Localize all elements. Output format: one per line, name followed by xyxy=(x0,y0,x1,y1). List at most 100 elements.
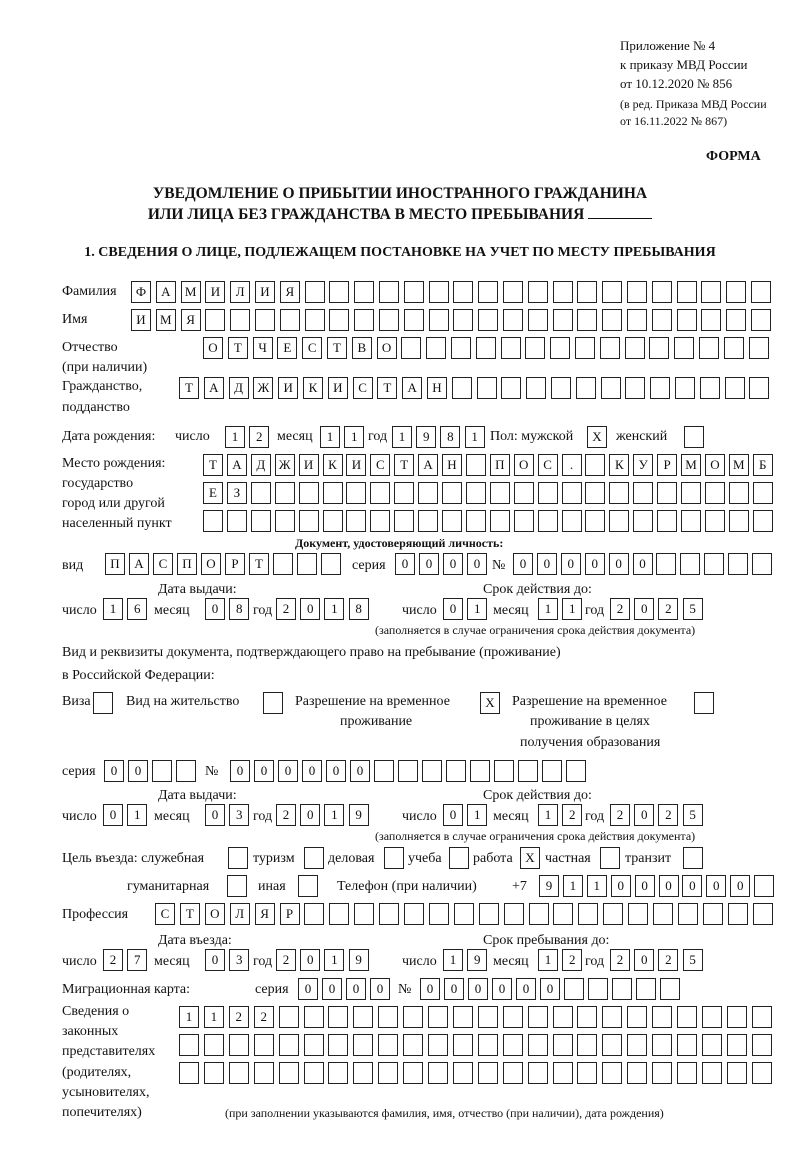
representatives-row2-cell[interactable] xyxy=(602,1034,623,1056)
birth-place-row1-cell[interactable]: И xyxy=(298,454,319,476)
representatives-row1-cell[interactable] xyxy=(353,1006,374,1028)
doc-number-cell[interactable]: 0 xyxy=(608,553,629,575)
citizenship-cell[interactable]: И xyxy=(327,377,348,399)
birth-place-row2-cell[interactable] xyxy=(274,482,295,504)
representatives-row2-cell[interactable] xyxy=(527,1034,548,1056)
surname-cell[interactable] xyxy=(651,281,672,303)
representatives-row2-cell[interactable] xyxy=(677,1034,697,1056)
representatives-row1-cell[interactable] xyxy=(527,1006,548,1028)
doc-number-cell[interactable] xyxy=(680,553,701,575)
entry-day-cell[interactable]: 7 xyxy=(127,949,148,971)
profession-cell[interactable] xyxy=(603,903,624,925)
phone-cell[interactable]: 9 xyxy=(539,875,559,897)
purpose-official-checkbox-cell[interactable] xyxy=(228,847,248,869)
birth-place-row3-cell[interactable] xyxy=(585,510,606,532)
issue-month-cell[interactable]: 0 xyxy=(205,598,225,620)
doc-series-cell[interactable]: 0 xyxy=(395,553,415,575)
migration-series-cell[interactable]: 0 xyxy=(298,978,318,1000)
valid-month-cell[interactable]: 2 xyxy=(562,804,583,826)
patronymic-cell[interactable]: Е xyxy=(277,337,298,359)
issue-day-cell[interactable]: 1 xyxy=(127,804,148,826)
citizenship-cell[interactable]: Н xyxy=(427,377,447,399)
birth-year-cell[interactable]: 9 xyxy=(416,426,437,448)
representatives-row3-cell[interactable] xyxy=(627,1062,648,1084)
stay-doc-number-cell[interactable]: 0 xyxy=(350,760,370,782)
representatives-row1-cell[interactable] xyxy=(726,1006,747,1028)
surname-cell[interactable] xyxy=(676,281,697,303)
surname-cell[interactable] xyxy=(726,281,747,303)
name-cell[interactable] xyxy=(230,309,251,331)
patronymic-cell[interactable] xyxy=(550,337,571,359)
valid-month-cell[interactable]: 1 xyxy=(562,598,583,620)
doc-number-cell[interactable] xyxy=(752,553,772,575)
surname-cell[interactable]: М xyxy=(180,281,201,303)
migration-number-cell[interactable] xyxy=(612,978,632,1000)
surname-cell[interactable] xyxy=(751,281,771,303)
phone-cell[interactable]: 1 xyxy=(586,875,607,897)
representatives-row3-cell[interactable] xyxy=(203,1062,224,1084)
valid-year-cell[interactable]: 2 xyxy=(658,804,679,826)
profession-cell[interactable] xyxy=(677,903,698,925)
representatives-row3-cell[interactable] xyxy=(726,1062,747,1084)
birth-place-row1-cell[interactable]: О xyxy=(513,454,534,476)
stay-year-cell[interactable]: 0 xyxy=(634,949,655,971)
representatives-row2-cell[interactable] xyxy=(378,1034,399,1056)
patronymic-cell[interactable]: В xyxy=(351,337,372,359)
representatives-row1-cell[interactable] xyxy=(502,1006,523,1028)
representatives-row3-cell[interactable] xyxy=(701,1062,722,1084)
issue-month-cell[interactable]: 3 xyxy=(229,804,250,826)
profession-cell[interactable] xyxy=(478,903,499,925)
citizenship-cell[interactable] xyxy=(501,377,522,399)
representatives-row1-cell[interactable] xyxy=(452,1006,473,1028)
birth-place-row3-cell[interactable] xyxy=(203,510,223,532)
representatives-row2-cell[interactable] xyxy=(328,1034,349,1056)
doc-series-cell[interactable]: 0 xyxy=(419,553,439,575)
stay-year-cell[interactable]: 2 xyxy=(658,949,679,971)
surname-cell[interactable]: И xyxy=(205,281,226,303)
issue-year-cell[interactable]: 2 xyxy=(276,598,296,620)
birth-place-row3-cell[interactable] xyxy=(537,510,558,532)
patronymic-cell[interactable] xyxy=(525,337,546,359)
purpose-business-checkbox-cell[interactable] xyxy=(384,847,404,869)
surname-cell[interactable] xyxy=(577,281,598,303)
representatives-row3-cell[interactable] xyxy=(502,1062,523,1084)
phone-cell[interactable]: 0 xyxy=(682,875,703,897)
representatives-row2-cell[interactable] xyxy=(477,1034,498,1056)
birth-place-row3-cell[interactable] xyxy=(274,510,295,532)
doc-number-cell[interactable]: 0 xyxy=(513,553,533,575)
birth-place-row3-cell[interactable] xyxy=(489,510,510,532)
representatives-row1-cell[interactable] xyxy=(278,1006,299,1028)
purpose-study-checkbox-cell[interactable] xyxy=(449,847,469,869)
purpose-work-checkbox-cell[interactable]: Х xyxy=(520,847,540,869)
patronymic-cell[interactable] xyxy=(624,337,645,359)
birth-year-cell[interactable]: 1 xyxy=(392,426,412,448)
migration-number-cell[interactable]: 0 xyxy=(540,978,560,1000)
birth-place-row1-cell[interactable]: Д xyxy=(250,454,271,476)
birth-place-row1-cell[interactable] xyxy=(465,454,486,476)
temp-residence-checkbox-cell[interactable]: Х xyxy=(480,692,500,714)
stay-doc-number-cell[interactable] xyxy=(374,760,394,782)
stay-doc-number-cell[interactable] xyxy=(494,760,514,782)
name-cell[interactable] xyxy=(379,309,399,331)
profession-cell[interactable] xyxy=(304,903,325,925)
phone-cell[interactable] xyxy=(754,875,775,897)
birth-place-row3-cell[interactable] xyxy=(322,510,343,532)
surname-cell[interactable]: Ф xyxy=(131,281,151,303)
representatives-row1-cell[interactable]: 2 xyxy=(228,1006,249,1028)
surname-cell[interactable] xyxy=(527,281,548,303)
patronymic-cell[interactable]: О xyxy=(203,337,223,359)
birth-place-row1-cell[interactable]: П xyxy=(489,454,510,476)
valid-year-cell[interactable]: 2 xyxy=(658,598,679,620)
surname-cell[interactable] xyxy=(627,281,647,303)
birth-place-row3-cell[interactable] xyxy=(442,510,462,532)
name-cell[interactable] xyxy=(577,309,598,331)
profession-cell[interactable] xyxy=(404,903,424,925)
stay-month-cell[interactable]: 2 xyxy=(562,949,583,971)
entry-month-cell[interactable]: 0 xyxy=(205,949,225,971)
stay-doc-number-cell[interactable] xyxy=(542,760,562,782)
doc-type-cell[interactable]: П xyxy=(177,553,197,575)
birth-place-row1-cell[interactable]: М xyxy=(728,454,749,476)
name-cell[interactable] xyxy=(651,309,672,331)
migration-number-cell[interactable]: 0 xyxy=(468,978,488,1000)
birth-place-row3-cell[interactable] xyxy=(250,510,271,532)
